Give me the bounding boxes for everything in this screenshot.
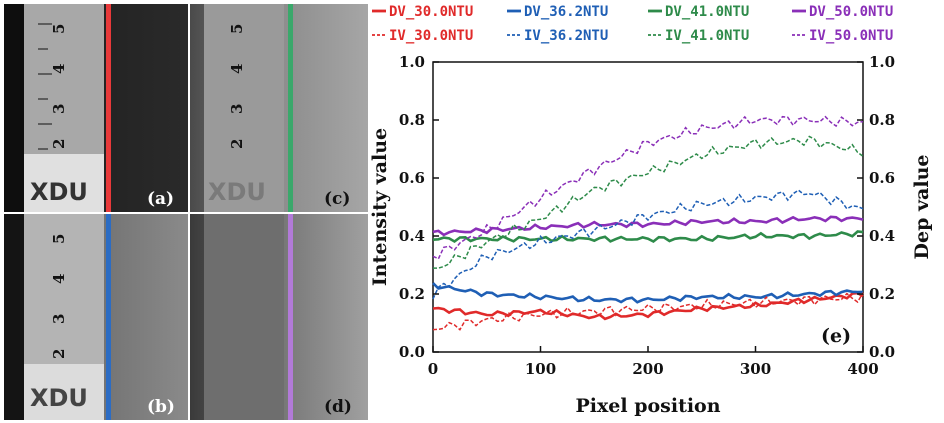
plot-area xyxy=(432,61,864,353)
ruler-mark-3: 3 xyxy=(50,314,68,324)
plot-frame xyxy=(432,61,864,353)
ruler-mark-2: 2 xyxy=(50,349,68,359)
legend-entry: IV_41.0NTU xyxy=(665,28,749,44)
x-tick-label: 0 xyxy=(428,360,438,378)
panel-label-e: (e) xyxy=(821,325,851,347)
profile-line-b xyxy=(106,214,111,420)
y-tick-label-right: 0.8 xyxy=(869,111,895,129)
series-line-iv-36-2ntu xyxy=(432,189,864,300)
ruler xyxy=(24,214,104,364)
chart-legend: DV_30.0NTU DV_36.2NTU DV_41.0NTU DV_50.0NTU… xyxy=(372,4,893,44)
y-axis-right-label: Dep value xyxy=(911,155,933,260)
ruler-mark-3: 3 xyxy=(50,104,68,114)
y-tick-label-left: 1.0 xyxy=(399,53,425,71)
y-tick-label-right: 0.2 xyxy=(869,285,895,303)
series-layer xyxy=(432,115,864,331)
y-tick-label-right: 1.0 xyxy=(869,53,895,71)
y-tick-label-left: 0.6 xyxy=(399,169,425,187)
legend-entry: IV_30.0NTU xyxy=(389,28,473,44)
y-tick-label-left: 0.2 xyxy=(399,285,425,303)
series-line-iv-41-0ntu xyxy=(433,135,864,269)
ruler-mark-2: 2 xyxy=(50,139,68,149)
x-tick-label: 200 xyxy=(632,360,663,378)
x-tick-label: 400 xyxy=(847,360,878,378)
profile-line-c xyxy=(288,4,293,212)
ruler-logo: XDU xyxy=(30,178,88,206)
series-line-dv-50-0ntu xyxy=(432,215,864,237)
panel-label-b: (b) xyxy=(147,397,175,417)
y-tick-label-left: 0.8 xyxy=(399,111,425,129)
ruler-mark-4: 4 xyxy=(50,64,68,74)
ruler-mark-2: 2 xyxy=(228,139,246,149)
legend-entry: DV_41.0NTU xyxy=(665,4,749,20)
photo-panel-b: 5 4 3 2 XDU (b) xyxy=(4,214,188,420)
photo-b-image: 5 4 3 2 XDU (b) xyxy=(4,214,188,420)
ticks-layer: 0.0 0.0 0.2 0.2 0.4 0.4 0.6 0.6 0.8 0.8 1.0 1.0 0 100… xyxy=(399,53,895,378)
legend-entry: DV_36.2NTU xyxy=(524,4,608,20)
ruler-mark-5: 5 xyxy=(50,24,68,34)
ruler-logo: XDU xyxy=(208,178,266,206)
series-line-dv-30-0ntu xyxy=(432,291,864,321)
legend-entry: IV_36.2NTU xyxy=(524,28,608,44)
x-tick-label: 100 xyxy=(525,360,556,378)
ruler-mark-5: 5 xyxy=(50,234,68,244)
panel-label-a: (a) xyxy=(147,189,174,209)
series-line-dv-41-0ntu xyxy=(432,230,864,244)
y-tick-label-right: 0.6 xyxy=(869,169,895,187)
ruler xyxy=(204,4,284,212)
y-tick-label-left: 0.0 xyxy=(399,343,425,361)
series-line-dv-36-2ntu xyxy=(432,282,864,304)
ruler xyxy=(24,4,104,154)
ruler-mark-4: 4 xyxy=(50,274,68,284)
ruler-mark-3: 3 xyxy=(228,104,246,114)
line-chart: DV_30.0NTU DV_36.2NTU DV_41.0NTU DV_50.0NTU… xyxy=(369,4,933,417)
y-tick-label-right: 0.4 xyxy=(869,227,895,245)
legend-entry: DV_30.0NTU xyxy=(389,4,473,20)
profile-line-a xyxy=(106,4,111,212)
photo-d-image: (d) xyxy=(190,214,368,420)
ruler xyxy=(204,214,284,420)
panel-label-d: (d) xyxy=(324,397,352,417)
panel-label-c: (c) xyxy=(324,189,350,209)
legend-entry: DV_50.0NTU xyxy=(809,4,893,20)
y-tick-label-left: 0.4 xyxy=(399,227,425,245)
x-tick-label: 300 xyxy=(740,360,771,378)
legend-entry: IV_50.0NTU xyxy=(809,28,893,44)
series-line-iv-50-0ntu xyxy=(432,115,864,260)
photo-c-image: 5 4 3 2 XDU (c) xyxy=(190,4,368,212)
ruler-mark-4: 4 xyxy=(228,64,246,74)
ruler-label-area xyxy=(24,364,104,420)
profile-line-d xyxy=(288,214,293,420)
ruler-mark-5: 5 xyxy=(228,24,246,34)
series-line-iv-30-0ntu xyxy=(432,292,864,331)
ruler-label-area xyxy=(24,154,104,212)
photo-panel-d: (d) xyxy=(190,214,368,420)
x-axis-label: Pixel position xyxy=(575,395,720,417)
y-tick-label-right: 0.0 xyxy=(869,343,895,361)
ruler-logo: XDU xyxy=(30,384,88,412)
y-axis-left-label: Intensity value xyxy=(369,128,391,286)
photo-panel-a: 5 4 3 2 XDU (a) xyxy=(4,4,188,212)
photo-panel-c: 5 4 3 2 XDU (c) xyxy=(190,4,368,212)
photo-a-image: 5 4 3 2 XDU (a) xyxy=(4,4,188,212)
